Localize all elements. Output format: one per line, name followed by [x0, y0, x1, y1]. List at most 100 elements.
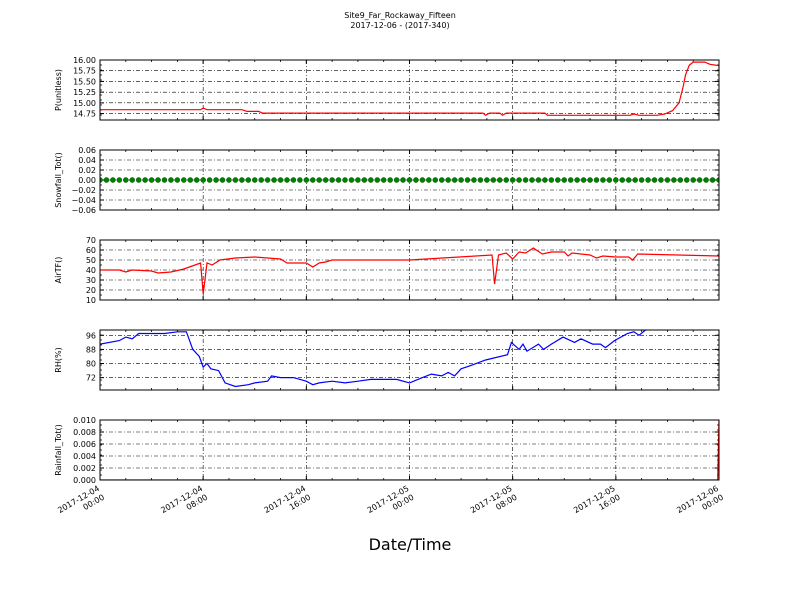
y-tick-label: 40: [86, 266, 96, 275]
axes-frame: [99, 149, 720, 211]
data-point: [123, 177, 129, 183]
data-point: [458, 177, 464, 183]
data-point: [606, 177, 613, 183]
data-point: [342, 177, 348, 183]
data-point: [251, 177, 258, 183]
series-line: [100, 61, 719, 117]
y-tick-label: 15.00: [73, 99, 96, 108]
data-point: [561, 177, 568, 183]
data-point: [103, 177, 110, 183]
y-axis-label: AirTF(): [54, 257, 63, 284]
y-tick-label: 80: [86, 360, 96, 369]
data-point: [335, 177, 342, 183]
y-tick-label: 0.008: [73, 428, 96, 437]
data-point: [187, 177, 194, 183]
chart-subtitle: 2017-12-06 - (2017-340): [350, 21, 450, 30]
data-point: [574, 177, 580, 183]
data-point: [322, 177, 329, 183]
series-line: [100, 247, 719, 295]
y-tick-label: 30: [86, 276, 96, 285]
data-point: [542, 177, 548, 183]
data-point: [658, 177, 664, 183]
data-point: [709, 177, 716, 183]
y-tick-label: 0.04: [78, 156, 96, 165]
data-point: [277, 177, 284, 183]
data-point: [271, 177, 277, 183]
data-point: [484, 177, 490, 183]
data-point: [703, 177, 709, 183]
data-point: [239, 177, 245, 183]
data-point: [619, 177, 626, 183]
data-point: [426, 177, 432, 183]
data-point: [258, 177, 264, 183]
y-tick-label: 10: [86, 296, 96, 305]
data-point: [625, 177, 632, 183]
data-point: [329, 177, 335, 183]
y-tick-label: 0.000: [73, 476, 96, 485]
y-axis-label: Rainfall_Tot(): [54, 424, 63, 476]
data-point: [509, 177, 516, 183]
y-tick-label: 20: [86, 286, 96, 295]
data-point: [548, 177, 555, 183]
y-tick-label: 0.010: [73, 416, 96, 425]
y-tick-label: −0.04: [71, 196, 96, 205]
y-axis-label: RH(%): [54, 347, 63, 372]
data-point: [374, 177, 381, 183]
data-point: [368, 177, 374, 183]
data-point: [264, 177, 271, 183]
data-point: [593, 177, 600, 183]
data-point: [464, 177, 471, 183]
data-point: [355, 177, 361, 183]
data-point: [613, 177, 619, 183]
data-point: [316, 177, 322, 183]
data-point: [168, 177, 174, 183]
data-point: [600, 177, 606, 183]
data-point: [587, 177, 593, 183]
data-point: [245, 177, 252, 183]
data-point: [503, 177, 509, 183]
axes-frame: [99, 59, 720, 121]
data-point: [516, 177, 522, 183]
y-tick-label: 0.00: [78, 176, 96, 185]
data-point: [219, 177, 226, 183]
y-tick-label: 15.75: [73, 67, 96, 76]
data-point: [361, 177, 368, 183]
data-point: [174, 177, 181, 183]
data-point: [535, 177, 542, 183]
subplot-5: 0.000 0.002 0.004 0.006 0.008 0.010 Rainfall_T…: [54, 416, 720, 485]
chart-title: Site9_Far_Rockaway_Fifteen: [344, 11, 456, 20]
data-point: [419, 177, 426, 183]
data-point: [471, 177, 477, 183]
y-tick-label: 0.06: [78, 146, 96, 155]
data-point: [477, 177, 484, 183]
data-point: [110, 177, 116, 183]
data-point: [432, 177, 439, 183]
y-tick-label: 88: [86, 345, 96, 354]
data-point: [438, 177, 445, 183]
subplot-2: −0.06−0.04−0.020.000.020.040.06 Snowfall_…: [54, 146, 720, 215]
data-point: [290, 177, 297, 183]
data-point: [148, 177, 155, 183]
data-point: [567, 177, 574, 183]
data-point: [226, 177, 232, 183]
y-tick-label: 16.00: [73, 56, 96, 65]
data-point: [400, 177, 406, 183]
data-point: [181, 177, 187, 183]
data-point: [232, 177, 239, 183]
data-point: [213, 177, 219, 183]
data-point: [445, 177, 451, 183]
data-point: [684, 177, 690, 183]
data-point: [310, 177, 316, 183]
series-line: [100, 330, 654, 388]
data-point: [451, 177, 458, 183]
data-point: [664, 177, 671, 183]
data-point: [497, 177, 503, 183]
data-point: [632, 177, 638, 183]
